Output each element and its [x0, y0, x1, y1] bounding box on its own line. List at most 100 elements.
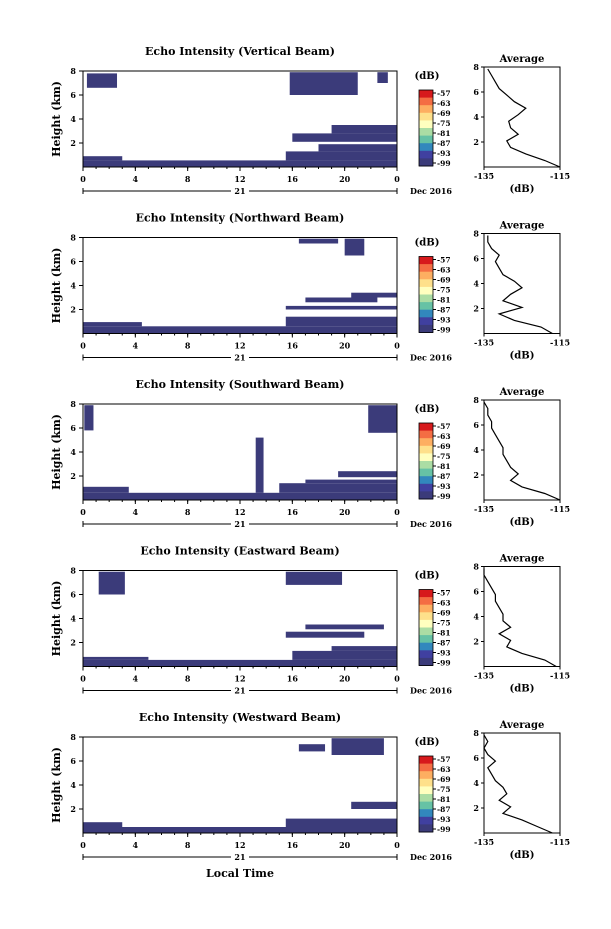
echo-region	[285, 631, 365, 638]
x-tick-label: 4	[133, 341, 139, 351]
x-tick-label: 16	[287, 840, 299, 850]
colorbar-tick-label: -69	[437, 609, 451, 618]
average-y-tick-label: 4	[473, 612, 479, 622]
echo-region	[83, 827, 397, 833]
colorbar-segment	[419, 97, 433, 106]
y-axis-label: Height (km)	[50, 581, 63, 657]
echo-region	[285, 571, 343, 585]
echo-region	[331, 646, 397, 651]
average-x-tick-label: -115	[550, 671, 570, 681]
x-tick-label: 8	[185, 174, 191, 184]
echo-region	[377, 72, 388, 83]
average-y-tick-label: 4	[473, 778, 479, 788]
y-tick-label: 6	[70, 257, 76, 267]
average-y-tick-label: 8	[473, 395, 479, 405]
colorbar-tick-label: -75	[437, 119, 451, 128]
echo-region	[285, 151, 397, 161]
average-y-tick-label: 4	[473, 279, 479, 289]
colorbar-tick-label: -69	[437, 276, 451, 285]
colorbar-tick-label: -81	[437, 296, 451, 305]
colorbar-tick-label: -87	[437, 639, 451, 648]
y-tick-label: 2	[70, 638, 76, 648]
y-tick-label: 4	[70, 114, 76, 124]
echo-region	[351, 801, 397, 809]
colorbar-tick-label: -99	[437, 326, 451, 335]
y-tick-label: 8	[70, 399, 76, 409]
colorbar-segment	[419, 128, 433, 137]
colorbar-tick-label: -57	[437, 256, 451, 265]
colorbar-tick-label: -75	[437, 452, 451, 461]
colorbar-segment	[419, 302, 433, 311]
x-tick-label: 20	[339, 174, 351, 184]
echo-region	[83, 486, 129, 493]
colorbar-tick-label: -87	[437, 139, 451, 148]
average-title: Average	[499, 387, 545, 398]
colorbar-tick-label: -63	[437, 765, 451, 774]
echo-region	[83, 656, 149, 660]
colorbar-segment	[419, 143, 433, 152]
average-y-tick-label: 8	[473, 62, 479, 72]
x-tick-label: 0	[80, 174, 86, 184]
colorbar-tick-label: -81	[437, 795, 451, 804]
colorbar-segment	[419, 816, 433, 825]
colorbar-unit: (dB)	[415, 238, 440, 249]
colorbar-segment	[419, 438, 433, 447]
echo-region	[98, 571, 125, 595]
colorbar-tick-label: -69	[437, 109, 451, 118]
colorbar-segment	[419, 794, 433, 803]
x-tick-label: 4	[133, 840, 139, 850]
echo-region	[83, 322, 142, 327]
y-tick-label: 8	[70, 233, 76, 243]
colorbar-tick-label: -63	[437, 266, 451, 275]
x-tick-label: 0	[394, 341, 400, 351]
echo-region	[331, 738, 384, 755]
average-y-tick-label: 8	[473, 728, 479, 738]
average-x-tick-label: -115	[550, 171, 570, 181]
average-x-tick-label: -135	[474, 671, 494, 681]
average-x-tick-label: -135	[474, 338, 494, 348]
day-label: 21	[234, 686, 245, 696]
date-label: Dec 2016	[410, 186, 452, 196]
echo-region	[338, 471, 397, 478]
heatmap-title: Echo Intensity (Westward Beam)	[139, 711, 341, 724]
average-y-tick-label: 8	[473, 229, 479, 239]
x-tick-label: 0	[394, 174, 400, 184]
x-tick-label: 4	[133, 674, 139, 684]
average-x-tick-label: -135	[474, 171, 494, 181]
heatmap-title: Echo Intensity (Vertical Beam)	[145, 45, 335, 58]
colorbar-segment	[419, 483, 433, 492]
day-label: 21	[234, 353, 245, 363]
heatmap-title: Echo Intensity (Southward Beam)	[136, 378, 345, 391]
average-x-label: (dB)	[510, 684, 535, 695]
colorbar-tick-label: -93	[437, 649, 451, 658]
average-y-tick-label: 6	[473, 753, 479, 763]
average-y-tick-label: 8	[473, 562, 479, 572]
y-tick-label: 6	[70, 590, 76, 600]
colorbar-segment	[419, 150, 433, 159]
x-tick-label: 4	[133, 174, 139, 184]
x-tick-label: 12	[234, 840, 245, 850]
date-label: Dec 2016	[410, 519, 452, 529]
x-axis-label: Local Time	[206, 867, 274, 880]
x-tick-label: 0	[80, 507, 86, 517]
colorbar-tick-label: -93	[437, 482, 451, 491]
echo-region	[285, 818, 397, 827]
average-y-tick-label: 2	[473, 637, 479, 647]
x-tick-label: 8	[185, 341, 191, 351]
y-tick-label: 4	[70, 447, 76, 457]
average-title: Average	[499, 720, 545, 731]
colorbar-segment	[419, 135, 433, 144]
colorbar-frame	[418, 422, 434, 500]
y-tick-label: 6	[70, 423, 76, 433]
y-tick-label: 2	[70, 804, 76, 814]
colorbar-segment	[419, 120, 433, 129]
echo-region	[351, 292, 397, 298]
colorbar-tick-label: -63	[437, 599, 451, 608]
x-tick-label: 12	[234, 674, 245, 684]
average-y-tick-label: 2	[473, 803, 479, 813]
average-profile-line	[483, 734, 553, 834]
colorbar-segment	[419, 824, 433, 833]
colorbar-segment	[419, 597, 433, 606]
average-x-tick-label: -135	[474, 504, 494, 514]
